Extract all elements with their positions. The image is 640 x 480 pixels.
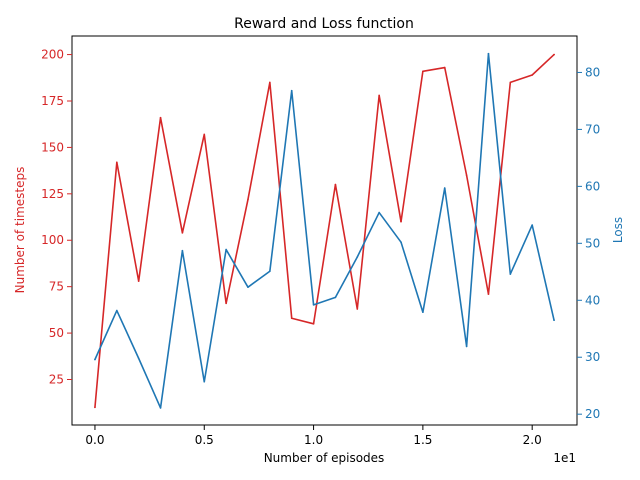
x-tick-label: 1.5: [413, 433, 432, 447]
timesteps-data-point: [269, 81, 271, 84]
timesteps-data-point: [443, 66, 446, 69]
loss-data-point: [334, 296, 337, 299]
left-y-tick-label: 200: [41, 48, 64, 62]
left-y-axis-label: Number of timesteps: [13, 167, 27, 294]
timesteps-data-point: [553, 53, 555, 56]
loss-data-point: [312, 304, 315, 306]
right-y-tick-label: 80: [585, 65, 600, 79]
x-axis-label: Number of episodes: [264, 451, 385, 465]
right-y-tick-label: 50: [585, 236, 600, 250]
timesteps-data-point: [247, 198, 249, 201]
timesteps-data-point: [225, 302, 227, 305]
loss-data-point: [378, 211, 380, 214]
left-y-axis: 25 50 75 100 125 150 175 200: [41, 48, 72, 387]
loss-data-point: [553, 319, 555, 322]
right-y-tick-label: 60: [585, 179, 600, 193]
x-axis-offset-label: 1e1: [553, 451, 576, 465]
plot-frame: [71, 35, 578, 426]
timesteps-data-point: [356, 308, 359, 310]
loss-data-point: [290, 89, 293, 92]
timesteps-data-point: [181, 232, 184, 234]
x-tick-label: 2.0: [523, 433, 542, 447]
loss-data-point: [269, 270, 271, 273]
series-layer: [94, 52, 555, 409]
chart-title: Reward and Loss function: [234, 16, 414, 32]
right-y-tick-label: 30: [585, 350, 600, 364]
x-axis: 0.0 0.5 1.0 1.5 2.0: [85, 425, 542, 447]
timesteps-data-point: [159, 116, 162, 119]
left-y-tick-label: 50: [49, 326, 64, 340]
loss-data-point: [247, 286, 249, 288]
loss-data-point: [356, 256, 359, 258]
right-y-tick-label: 40: [585, 293, 600, 307]
loss-data-point: [137, 357, 140, 360]
timesteps-data-point: [422, 70, 424, 73]
x-tick-label: 1.0: [304, 433, 323, 447]
timesteps-data-point: [378, 94, 380, 97]
timesteps-series-line: [94, 53, 555, 409]
left-y-tick-label: 25: [49, 373, 64, 387]
timesteps-data-point: [487, 293, 490, 295]
x-tick-label: 0.0: [85, 433, 104, 447]
loss-data-point: [509, 273, 512, 275]
left-y-tick-label: 150: [41, 140, 64, 154]
timesteps-data-point: [290, 317, 293, 320]
loss-data-point: [159, 407, 162, 409]
right-y-axis: 20 30 40 50 60 70 80: [577, 65, 600, 421]
loss-data-point: [181, 249, 184, 252]
loss-data-point: [422, 311, 424, 314]
timesteps-data-point: [203, 133, 206, 136]
loss-data-point: [94, 358, 96, 361]
loss-data-point: [531, 224, 533, 226]
loss-data-point: [400, 241, 402, 243]
right-y-axis-label: Loss: [611, 217, 625, 243]
left-y-tick-label: 75: [49, 280, 64, 294]
timesteps-data-point: [400, 220, 402, 223]
x-tick-label: 0.5: [195, 433, 214, 447]
timesteps-data-point: [116, 161, 118, 164]
left-y-tick-label: 125: [41, 187, 64, 201]
timesteps-data-point: [531, 74, 533, 76]
loss-data-point: [465, 345, 468, 348]
timesteps-data-point: [334, 183, 337, 186]
loss-data-point: [443, 187, 446, 189]
right-y-tick-label: 20: [585, 407, 600, 421]
timesteps-data-point: [465, 174, 468, 177]
timesteps-data-point: [137, 280, 140, 282]
timesteps-data-point: [312, 323, 315, 325]
timesteps-data-point: [509, 81, 512, 84]
right-y-tick-label: 70: [585, 122, 600, 136]
loss-data-point: [225, 248, 227, 251]
loss-data-point: [116, 309, 118, 312]
loss-data-point: [203, 380, 206, 383]
timesteps-data-point: [94, 406, 96, 409]
left-y-tick-label: 175: [41, 94, 64, 108]
loss-series-line: [94, 52, 555, 409]
left-y-tick-label: 100: [41, 233, 64, 247]
loss-data-point: [487, 52, 490, 55]
